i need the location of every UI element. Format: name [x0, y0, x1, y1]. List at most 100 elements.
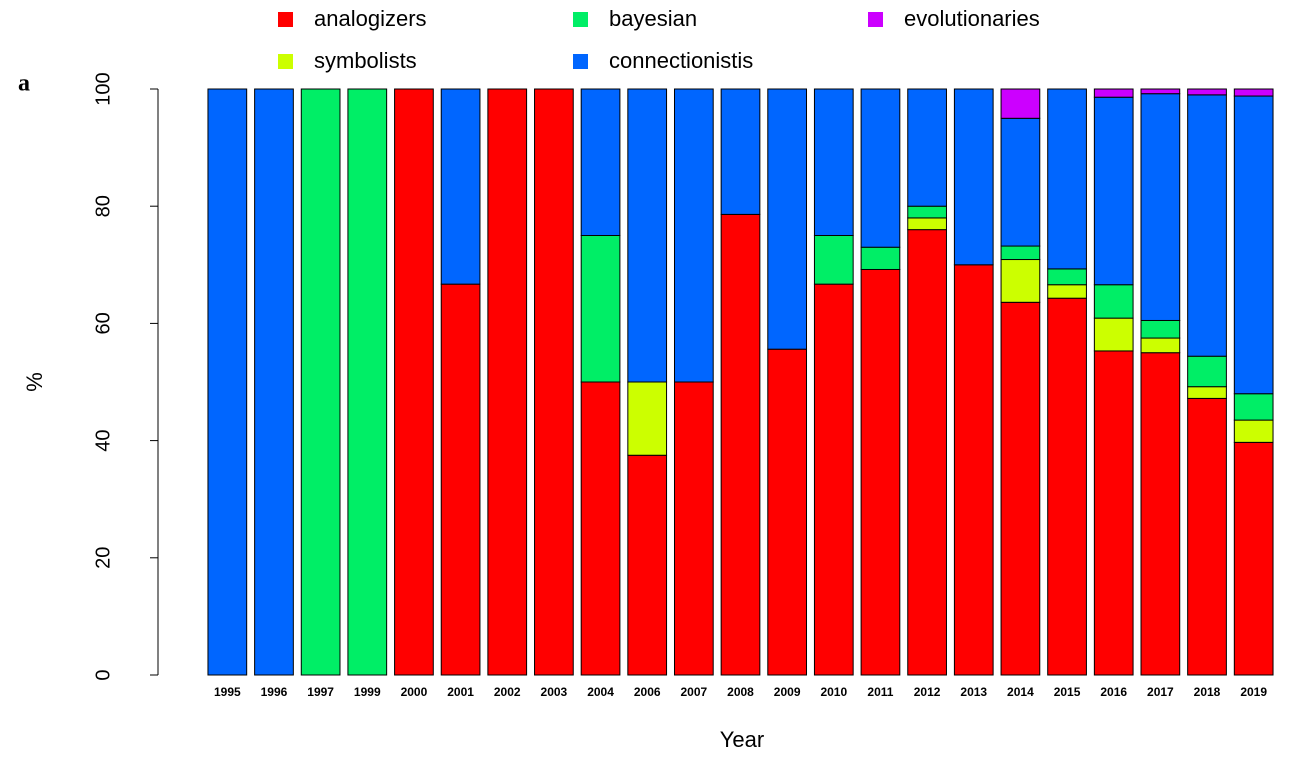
x-axis-label: Year	[720, 727, 764, 752]
bar-segment	[1187, 397, 1227, 676]
x-tick-label: 2017	[1147, 685, 1174, 699]
bar-segment	[1000, 259, 1041, 303]
x-tick-label: 2007	[680, 685, 707, 699]
bar-segment	[534, 88, 574, 676]
y-axis-label: %	[22, 372, 47, 392]
bar-segment	[627, 454, 668, 676]
bar-segment	[1140, 88, 1181, 95]
bar-segment	[860, 246, 901, 270]
x-tick-label: 1999	[354, 685, 381, 699]
x-tick-label: 1995	[214, 685, 241, 699]
bar-segment	[1187, 386, 1227, 399]
x-tick-label: 2014	[1007, 685, 1034, 699]
panel-label: a	[18, 71, 30, 97]
legend-label: evolutionaries	[904, 6, 1040, 31]
bar-segment	[1000, 88, 1041, 119]
bar-segment	[673, 88, 714, 383]
bar-segment	[1047, 284, 1087, 299]
y-tick-label: 60	[92, 312, 114, 334]
bar-segment	[1233, 419, 1274, 443]
x-tick-label: 2004	[587, 685, 614, 699]
bar-segment	[1187, 88, 1227, 96]
bar-segment	[1047, 297, 1087, 676]
y-tick-label: 100	[92, 72, 114, 105]
bar-segment	[440, 88, 481, 285]
bar-segment	[860, 88, 901, 248]
x-tick-label: 2001	[447, 685, 474, 699]
x-tick-label: 2012	[914, 685, 941, 699]
x-tick-label: 2018	[1194, 685, 1221, 699]
bar-segment	[1187, 355, 1227, 388]
bar-segment	[953, 264, 994, 676]
bar-segment	[813, 88, 854, 236]
bar-segment	[1093, 350, 1134, 676]
bar-segment	[1233, 441, 1274, 676]
x-tick-label: 1997	[307, 685, 334, 699]
bar-segment	[1093, 88, 1134, 98]
legend-label: analogizers	[314, 6, 427, 31]
legend-swatch	[573, 54, 588, 69]
bar-segment	[813, 235, 854, 285]
bar-segment	[907, 229, 947, 676]
bar-segment	[627, 88, 668, 383]
x-tick-label: 2003	[541, 685, 568, 699]
bar-segment	[347, 88, 388, 676]
x-tick-label: 2009	[774, 685, 801, 699]
bar-segment	[487, 88, 528, 676]
bar-segment	[907, 88, 947, 207]
x-tick-label: 2019	[1240, 685, 1267, 699]
bar-segment	[1140, 337, 1181, 354]
x-tick-label: 2006	[634, 685, 661, 699]
legend-swatch	[573, 12, 588, 27]
bar-segment	[1233, 95, 1274, 395]
x-tick-label: 2011	[867, 685, 893, 699]
y-tick-label: 40	[92, 429, 114, 451]
bar-segment	[1140, 352, 1181, 676]
x-tick-label: 2015	[1054, 685, 1081, 699]
bar-segment	[1093, 317, 1134, 352]
bar-segment	[440, 283, 481, 676]
bar-segment	[394, 88, 434, 676]
y-tick-label: 0	[92, 669, 114, 680]
bar-segment	[860, 268, 901, 676]
bar-segment	[1000, 301, 1041, 676]
legend-swatch	[278, 12, 293, 27]
x-tick-label: 2008	[727, 685, 754, 699]
bar-segment	[907, 205, 947, 219]
legend-label: symbolists	[314, 48, 417, 73]
bar-segment	[580, 235, 621, 383]
y-tick-label: 20	[92, 547, 114, 569]
bar-segment	[720, 88, 761, 215]
x-tick-label: 2000	[401, 685, 428, 699]
legend-swatch	[278, 54, 293, 69]
bar-segment	[953, 88, 994, 266]
bar-segment	[813, 283, 854, 676]
bar-segment	[207, 88, 248, 676]
bar-segment	[1000, 245, 1041, 261]
bar-segment	[580, 381, 621, 676]
x-tick-label: 2002	[494, 685, 521, 699]
bar-segment	[1140, 319, 1181, 339]
bar-segment	[767, 348, 808, 676]
bar-segment	[1093, 284, 1134, 319]
bar-segment	[300, 88, 341, 676]
bar-segment	[580, 88, 621, 236]
bar-segment	[1093, 96, 1134, 286]
x-tick-label: 1996	[261, 685, 288, 699]
x-tick-label: 2013	[960, 685, 987, 699]
bar-segment	[254, 88, 294, 676]
x-tick-label: 2010	[820, 685, 847, 699]
bar-segment	[720, 213, 761, 676]
legend-label: bayesian	[609, 6, 697, 31]
bar-segment	[767, 88, 808, 350]
bar-segment	[1187, 94, 1227, 357]
bar-segment	[1140, 93, 1181, 321]
y-tick-label: 80	[92, 195, 114, 217]
bar-segment	[1000, 117, 1041, 247]
bar-segment	[1233, 393, 1274, 421]
x-tick-label: 2016	[1100, 685, 1127, 699]
legend-swatch	[868, 12, 883, 27]
bar-segment	[1047, 88, 1087, 270]
